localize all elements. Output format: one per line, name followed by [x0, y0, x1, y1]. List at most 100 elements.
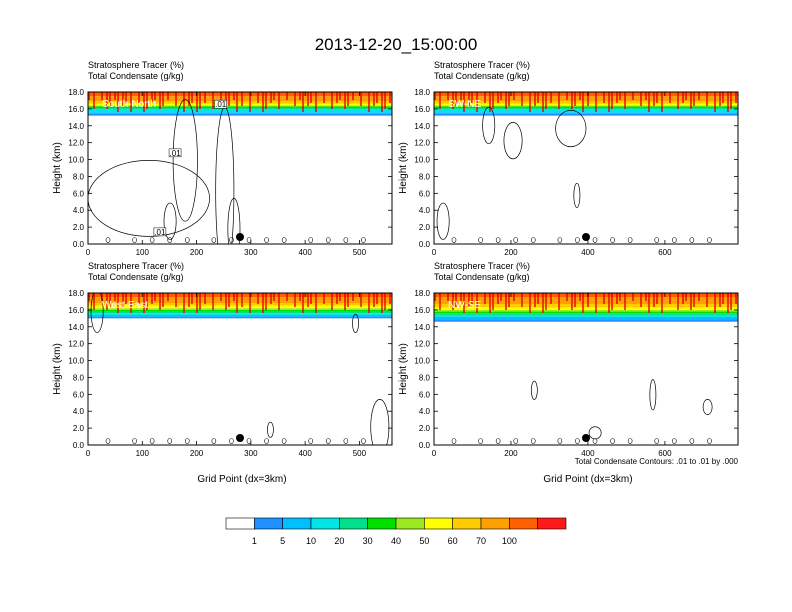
tracer-band-40 [88, 105, 392, 107]
tracer-streak [204, 293, 206, 304]
tracer-streak [228, 293, 230, 307]
tracer-band-70 [88, 297, 392, 304]
condensate-contour [308, 237, 314, 243]
plot-area [434, 293, 738, 445]
tracer-streak [154, 293, 156, 301]
condensate-contour [211, 237, 217, 243]
tracer-streak [130, 92, 132, 112]
tracer-streak [88, 92, 90, 100]
tracer-band-50 [434, 307, 738, 310]
condensate-contour [281, 438, 287, 444]
tracer-streak [587, 293, 589, 307]
tracer-streak [299, 293, 301, 301]
condensate-contour [702, 399, 713, 415]
tracer-streak [360, 293, 362, 307]
tracer-streak [310, 92, 312, 103]
tracer-streak [463, 293, 465, 313]
panel-west-east: Stratosphere Tracer (%)Total Condensate … [52, 261, 393, 458]
condensate-contour [172, 99, 198, 222]
y-tick-label: 4.0 [73, 407, 85, 416]
tracer-streak [460, 293, 462, 301]
region-label: West-East [102, 300, 148, 311]
colorbar-label: 40 [391, 536, 401, 546]
y-tick-label: 18.0 [414, 289, 430, 298]
contour-label: .01 [215, 100, 227, 109]
tracer-streak [331, 293, 333, 310]
colorbar-label: 10 [306, 536, 316, 546]
condensate-contour [264, 438, 269, 444]
condensate-contour [627, 237, 633, 243]
tracer-streak [88, 293, 90, 301]
tracer-streak [529, 92, 531, 112]
tracer-band-60 [88, 303, 392, 306]
colorbar-swatch [225, 517, 255, 530]
tracer-streak [550, 293, 552, 304]
tracer-band-10 [434, 314, 738, 317]
tracer-streak [138, 293, 140, 304]
tracer-streak [307, 293, 309, 307]
colorbar: 1 5 10 20 30 40 50 60 70 100 [225, 517, 567, 546]
tracer-streak [339, 92, 341, 100]
tracer-streak [714, 293, 716, 313]
tracer-streak [352, 293, 354, 301]
tracer-streak [521, 293, 523, 307]
x-tick-label: 400 [298, 248, 312, 257]
condensate-contour [436, 202, 450, 240]
tracer-streak [384, 293, 386, 310]
tracer-streak [571, 293, 573, 310]
condensate-contour [649, 379, 657, 411]
tracer-streak [534, 92, 536, 106]
tracer-streak [307, 92, 309, 106]
x-tick-label: 500 [353, 248, 367, 257]
tracer-streak [93, 92, 95, 109]
condensate-contour [482, 106, 496, 145]
contour-label: .01 [170, 149, 182, 158]
tracer-streak [492, 92, 494, 109]
x-tick-label: 200 [504, 248, 518, 257]
tracer-streak [191, 92, 193, 103]
tracer-streak [236, 92, 238, 112]
colorbar-swatch [254, 517, 283, 530]
tracer-streak [505, 92, 507, 109]
tracer-band-20 [88, 108, 392, 110]
y-tick-label: 0.0 [73, 441, 85, 450]
tracer-streak [376, 92, 378, 103]
y-tick-label: 8.0 [419, 172, 431, 181]
tracer-streak [595, 92, 597, 112]
tracer-streak [167, 293, 169, 301]
condensate-contour [132, 438, 137, 444]
tracer-streak [690, 293, 692, 310]
tracer-streak [368, 92, 370, 112]
tracer-streak [489, 92, 491, 112]
colorbar-swatch [395, 517, 425, 530]
subtitle-tracer: Stratosphere Tracer (%) [434, 261, 530, 271]
x-tick-label: 200 [190, 449, 204, 458]
tracer-streak [447, 293, 449, 301]
y-tick-label: 6.0 [419, 390, 431, 399]
condensate-contour [707, 438, 712, 444]
y-tick-label: 8.0 [73, 373, 85, 382]
tracer-band-70 [88, 96, 392, 102]
tracer-streak [270, 92, 272, 103]
colorbar-label: 60 [448, 536, 458, 546]
condensate-contour [163, 202, 177, 240]
tracer-streak [286, 293, 288, 301]
x-tick-label: 200 [504, 449, 518, 458]
tracer-streak [545, 293, 547, 310]
tracer-streak [463, 92, 465, 112]
y-tick-label: 0.0 [73, 240, 85, 249]
colorbar-label: 20 [334, 536, 344, 546]
tracer-streak [257, 293, 259, 304]
tracer-streak [550, 92, 552, 103]
tracer-band-70 [434, 297, 738, 304]
x-tick-label: 600 [658, 248, 672, 257]
tracer-streak [471, 293, 473, 304]
tracer-streak [587, 92, 589, 106]
plot-background [434, 92, 738, 244]
tracer-streak [669, 92, 671, 103]
tracer-streak [299, 92, 301, 100]
region-label: South-North [102, 99, 156, 110]
tracer-streak [693, 293, 695, 307]
tracer-streak [722, 92, 724, 103]
tracer-streak [117, 92, 119, 112]
